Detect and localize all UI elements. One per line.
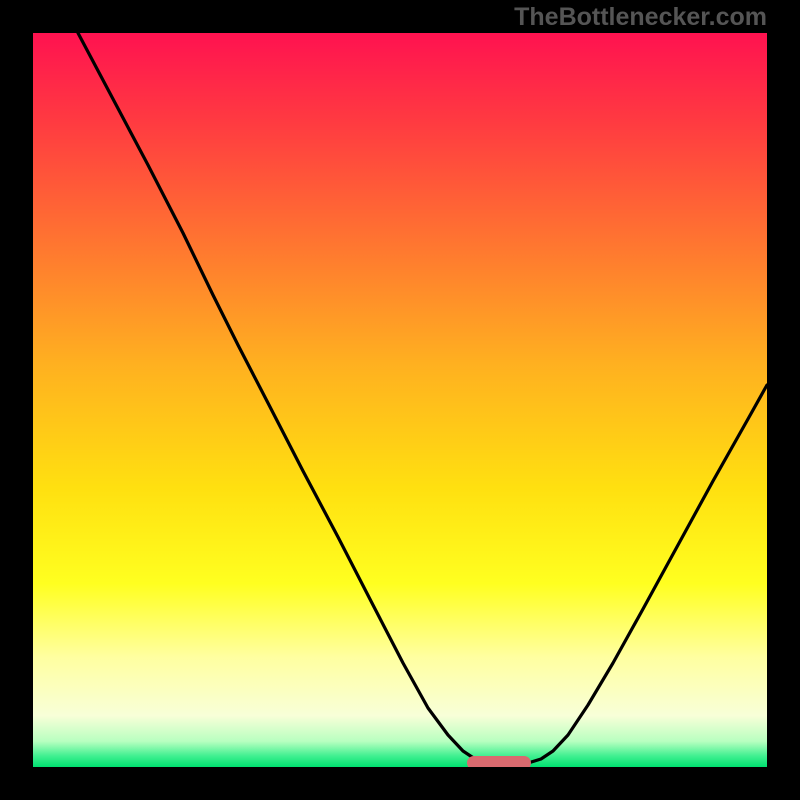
bottleneck-curve	[33, 33, 767, 767]
watermark-text: TheBottlenecker.com	[514, 3, 767, 32]
plot-area	[33, 33, 767, 767]
optimal-range-marker	[467, 756, 531, 767]
curve-path	[78, 33, 767, 765]
